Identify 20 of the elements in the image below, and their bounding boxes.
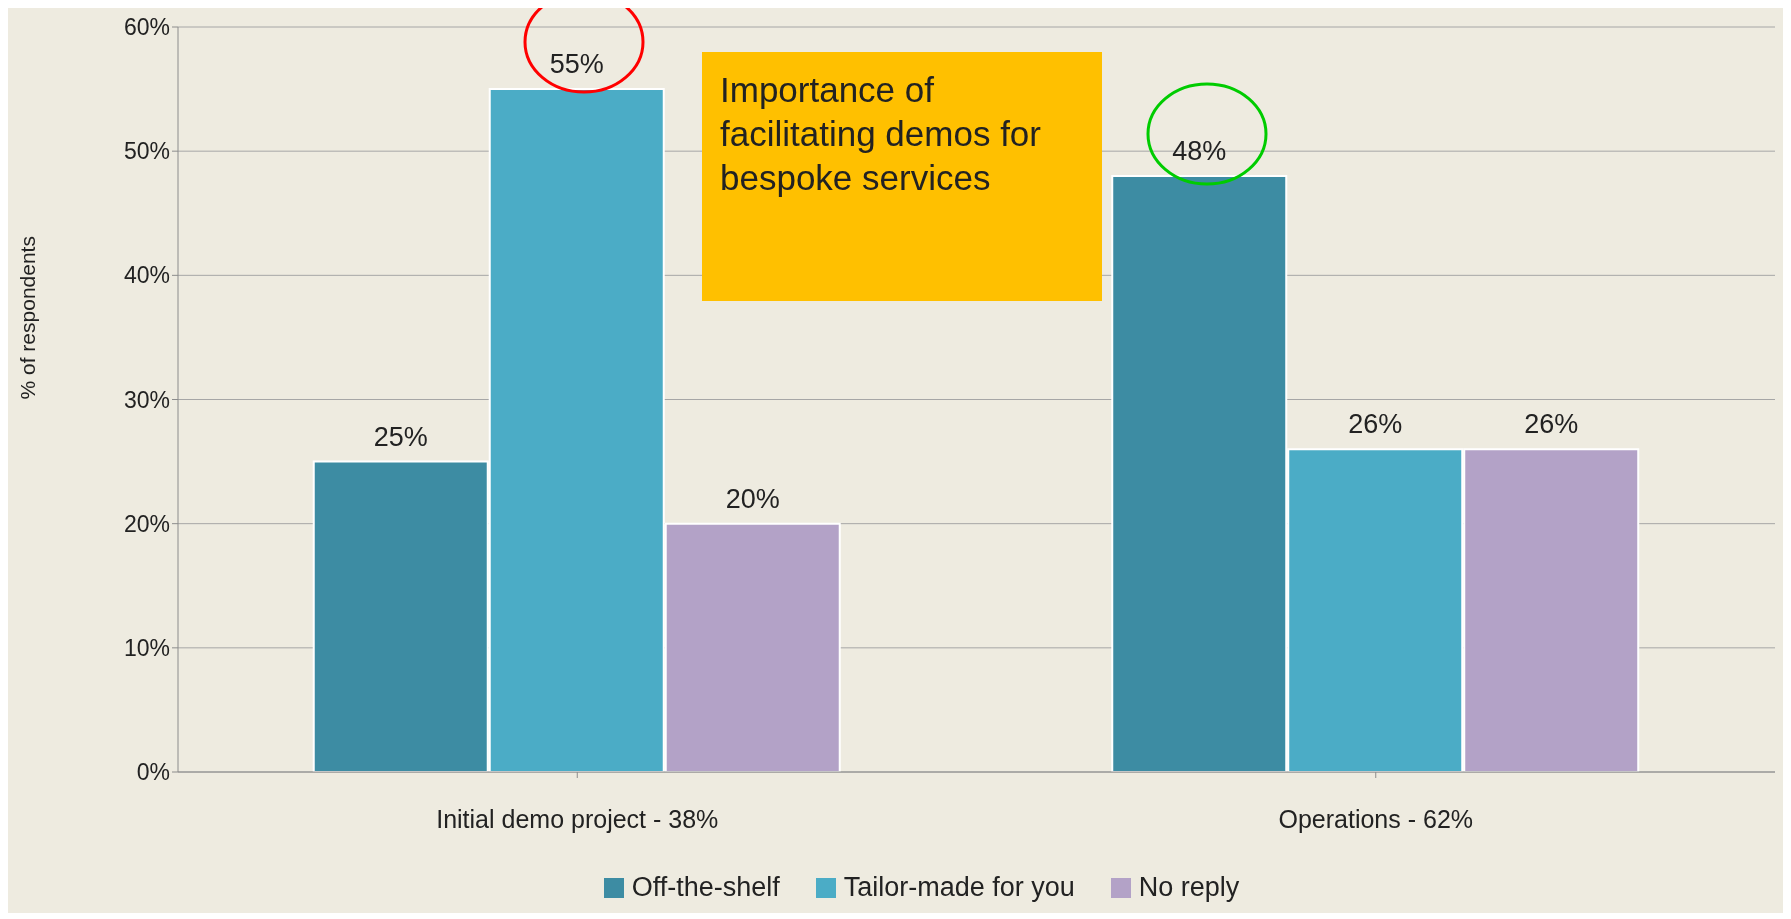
annotation: Importance of facilitating demos for bespoke services (720, 69, 1042, 199)
y-tick-label: 0% (136, 759, 170, 786)
data-label: 25% (373, 421, 428, 452)
y-tick-label: 40% (123, 262, 170, 289)
y-tick-label: 50% (123, 138, 170, 165)
legend-label: No reply (1137, 872, 1240, 903)
x-tick-label: Initial demo project - 38% (436, 804, 719, 833)
y-tick-label: 60% (123, 14, 170, 41)
data-label: 55% (549, 49, 604, 80)
y-tick-label: 20% (123, 510, 170, 537)
data-label: 26% (1524, 409, 1579, 440)
data-label: 20% (725, 483, 780, 514)
data-label: 48% (1172, 136, 1227, 166)
x-tick-label: Operations - 62% (1278, 804, 1474, 833)
y-tick-label: 10% (123, 635, 170, 661)
legend-label: Off-the-shelf (630, 872, 780, 903)
y-tick-label: 30% (123, 386, 170, 413)
legend-label: Tailor-made for you (842, 872, 1075, 903)
data-label: 26% (1348, 409, 1403, 440)
y-axis-title: % of respondents (16, 236, 40, 400)
